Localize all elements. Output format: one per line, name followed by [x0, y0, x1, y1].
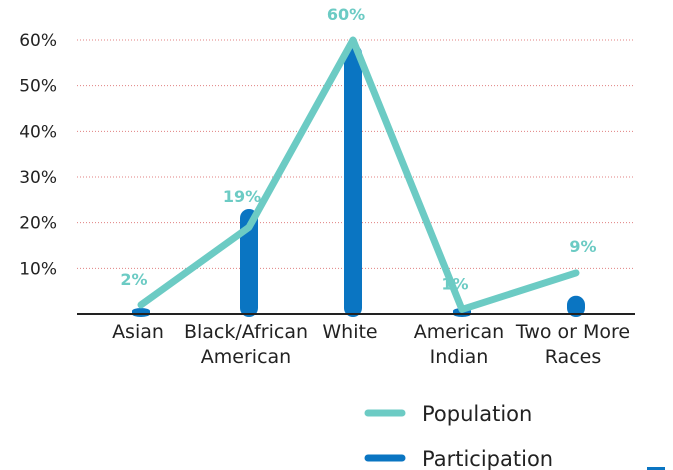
y-tick-label: 60%: [19, 31, 57, 51]
x-category-label: Two or More Races: [515, 321, 630, 368]
y-axis-ticks: 10% 20% 30% 40% 50% 60%: [19, 31, 57, 279]
data-label: 60%: [327, 5, 365, 24]
y-tick-label: 50%: [19, 77, 57, 97]
x-category-label: Asian: [112, 321, 164, 343]
y-tick-label: 10%: [19, 259, 57, 279]
legend: Population Participation: [364, 402, 553, 470]
x-axis-categories: Asian Black/African American White American I…: [112, 321, 630, 368]
data-label: 1%: [441, 274, 468, 293]
x-category-label: American Indian: [414, 321, 504, 368]
x-category-label: Black/African American: [184, 321, 308, 368]
legend-population-label: Population: [422, 402, 532, 426]
participation-bar: [240, 208, 258, 317]
participation-bars: [132, 44, 585, 318]
y-tick-label: 20%: [19, 214, 57, 234]
participation-bar: [132, 308, 150, 317]
data-label: 9%: [569, 237, 596, 256]
participation-bar: [567, 295, 585, 317]
y-tick-label: 40%: [19, 122, 57, 142]
participation-bar: [344, 44, 362, 318]
y-tick-label: 30%: [19, 168, 57, 188]
corner-accent-mark: [647, 467, 665, 470]
data-label: 19%: [223, 187, 261, 206]
data-label: 2%: [120, 270, 147, 289]
x-category-label: White: [322, 321, 377, 343]
population-line: [137, 36, 580, 313]
legend-participation-label: Participation: [422, 447, 553, 470]
data-labels: 2% 19% 60% 1% 9%: [120, 5, 596, 293]
